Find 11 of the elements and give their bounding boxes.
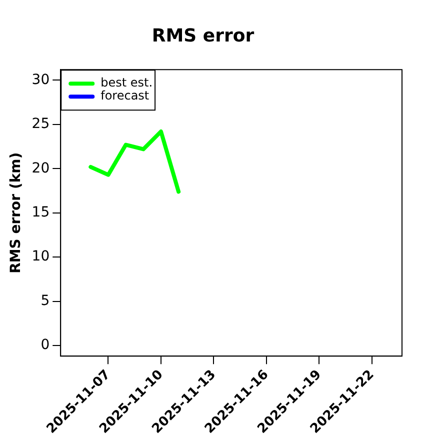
- y-tick-label: 10: [32, 248, 50, 265]
- y-axis-title: RMS error (km): [8, 152, 24, 274]
- y-tick-label: 20: [32, 160, 50, 176]
- legend-label: best est.: [100, 76, 153, 90]
- y-tick-label: 30: [32, 72, 50, 88]
- y-tick-label: 25: [32, 116, 50, 132]
- y-tick-label: 15: [32, 204, 50, 221]
- chart-title: RMS error: [152, 25, 254, 46]
- y-tick-label: 5: [40, 292, 50, 309]
- legend-label: forecast: [100, 88, 150, 103]
- y-tick-label: 0: [40, 337, 50, 354]
